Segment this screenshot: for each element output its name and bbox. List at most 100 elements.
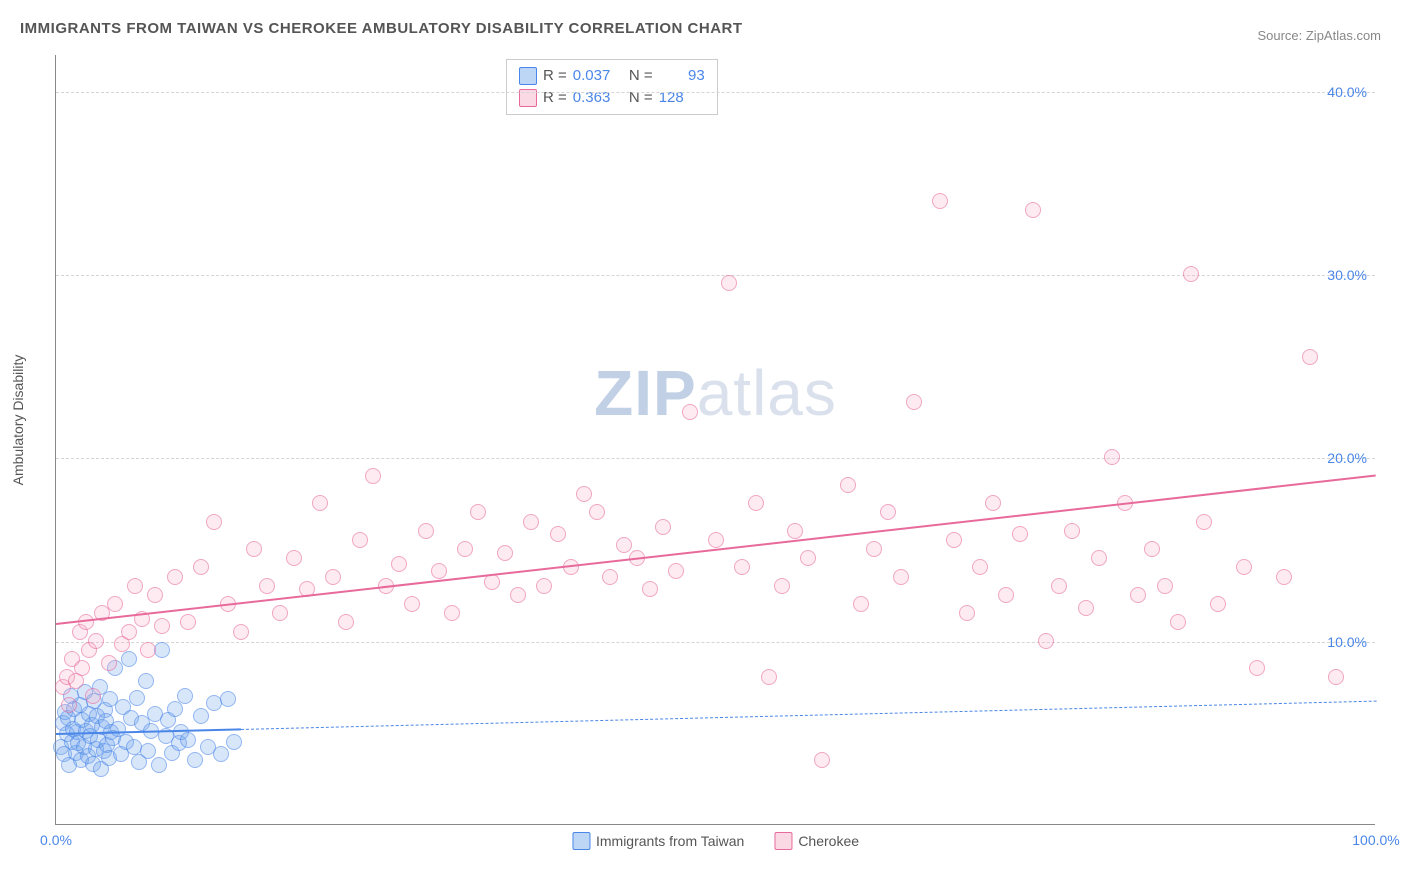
stats-legend-box: R = 0.037 N = 93 R = 0.363 N = 128 [506, 59, 718, 115]
legend-item-blue: Immigrants from Taiwan [572, 832, 744, 850]
gridline [56, 458, 1375, 459]
swatch-pink-icon [774, 832, 792, 850]
data-point [1210, 596, 1226, 612]
r-label: R = [543, 87, 567, 109]
x-tick-label: 100.0% [1352, 832, 1399, 848]
data-point [682, 404, 698, 420]
data-point [121, 651, 137, 667]
data-point [550, 526, 566, 542]
y-axis-label: Ambulatory Disability [10, 355, 26, 486]
data-point [589, 504, 605, 520]
data-point [748, 495, 764, 511]
data-point [523, 514, 539, 530]
data-point [998, 587, 1014, 603]
data-point [1157, 578, 1173, 594]
y-tick-label: 10.0% [1327, 634, 1367, 650]
data-point [187, 752, 203, 768]
data-point [840, 477, 856, 493]
watermark: ZIPatlas [594, 356, 837, 430]
data-point [1236, 559, 1252, 575]
data-point [1091, 550, 1107, 566]
data-point [946, 532, 962, 548]
data-point [655, 519, 671, 535]
data-point [180, 614, 196, 630]
data-point [866, 541, 882, 557]
data-point [127, 578, 143, 594]
data-point [78, 614, 94, 630]
y-tick-label: 30.0% [1327, 267, 1367, 283]
trend-line [241, 700, 1376, 729]
data-point [88, 633, 104, 649]
data-point [444, 605, 460, 621]
data-point [213, 746, 229, 762]
data-point [193, 708, 209, 724]
data-point [642, 581, 658, 597]
data-point [470, 504, 486, 520]
data-point [457, 541, 473, 557]
data-point [107, 596, 123, 612]
r-label: R = [543, 65, 567, 87]
data-point [1104, 449, 1120, 465]
data-point [140, 743, 156, 759]
data-point [140, 642, 156, 658]
watermark-bold: ZIP [594, 357, 697, 429]
data-point [272, 605, 288, 621]
gridline [56, 275, 1375, 276]
scatter-chart: ZIPatlas R = 0.037 N = 93 R = 0.363 N = … [55, 55, 1375, 825]
data-point [1276, 569, 1292, 585]
data-point [1249, 660, 1265, 676]
data-point [312, 495, 328, 511]
data-point [1328, 669, 1344, 685]
data-point [167, 701, 183, 717]
data-point [761, 669, 777, 685]
x-tick-label: 0.0% [40, 832, 72, 848]
data-point [800, 550, 816, 566]
data-point [193, 559, 209, 575]
n-label: N = [625, 87, 653, 109]
data-point [259, 578, 275, 594]
data-point [365, 468, 381, 484]
data-point [1302, 349, 1318, 365]
data-point [1130, 587, 1146, 603]
n-label: N = [625, 65, 653, 87]
swatch-blue-icon [572, 832, 590, 850]
data-point [233, 624, 249, 640]
data-point [85, 688, 101, 704]
data-point [985, 495, 1001, 511]
data-point [151, 757, 167, 773]
data-point [1064, 523, 1080, 539]
data-point [1170, 614, 1186, 630]
data-point [74, 660, 90, 676]
data-point [1183, 266, 1199, 282]
data-point [668, 563, 684, 579]
legend-label: Cherokee [798, 833, 859, 849]
data-point [286, 550, 302, 566]
data-point [536, 578, 552, 594]
data-point [418, 523, 434, 539]
data-point [138, 673, 154, 689]
data-point [708, 532, 724, 548]
y-tick-label: 40.0% [1327, 84, 1367, 100]
stats-row-blue: R = 0.037 N = 93 [519, 65, 705, 87]
data-point [959, 605, 975, 621]
data-point [1025, 202, 1041, 218]
swatch-blue-icon [519, 67, 537, 85]
data-point [220, 691, 236, 707]
r-value-pink: 0.363 [573, 87, 619, 109]
data-point [147, 587, 163, 603]
data-point [497, 545, 513, 561]
data-point [226, 734, 242, 750]
data-point [1012, 526, 1028, 542]
data-point [121, 624, 137, 640]
stats-row-pink: R = 0.363 N = 128 [519, 87, 705, 109]
data-point [126, 739, 142, 755]
data-point [1144, 541, 1160, 557]
data-point [1038, 633, 1054, 649]
data-point [787, 523, 803, 539]
legend-label: Immigrants from Taiwan [596, 833, 744, 849]
data-point [431, 563, 447, 579]
y-tick-label: 20.0% [1327, 450, 1367, 466]
data-point [404, 596, 420, 612]
data-point [510, 587, 526, 603]
data-point [853, 596, 869, 612]
